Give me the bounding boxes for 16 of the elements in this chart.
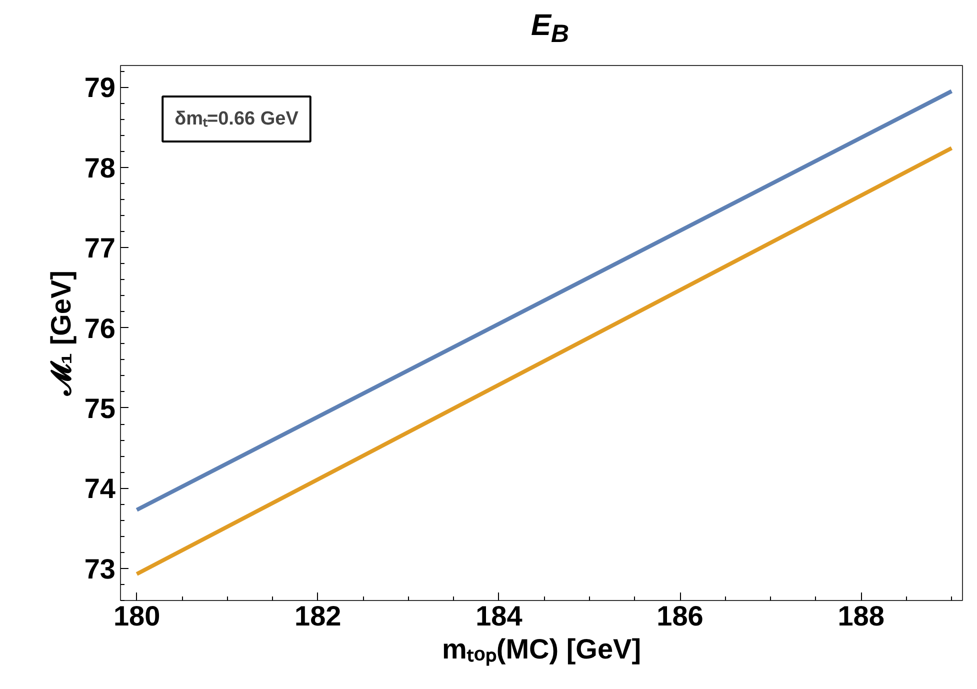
x-tick-label: 180 [113,600,160,632]
x-axis-title: mₜₒₚ(MC) [GeV] [442,634,642,666]
y-tick-label: 75 [84,392,116,424]
chart-title: E$_{B}$ [530,8,570,50]
y-tick-label: 74 [84,473,116,504]
annotation: δmₜ=0.66 GeV [174,108,299,130]
y-tick-label: 73 [84,553,116,584]
y-tick-label: 77 [84,232,116,264]
y-axis-title: 𝓜₁ [GeV] [45,270,76,397]
y-tick-label: 76 [84,312,116,344]
x-tick-label: 184 [476,600,523,632]
x-tick-label: 182 [294,600,342,632]
y-tick-label: 78 [84,152,116,184]
x-tick-label: 188 [838,600,884,632]
x-tick-label: 186 [656,600,704,632]
y-tick-label: 79 [84,72,116,104]
